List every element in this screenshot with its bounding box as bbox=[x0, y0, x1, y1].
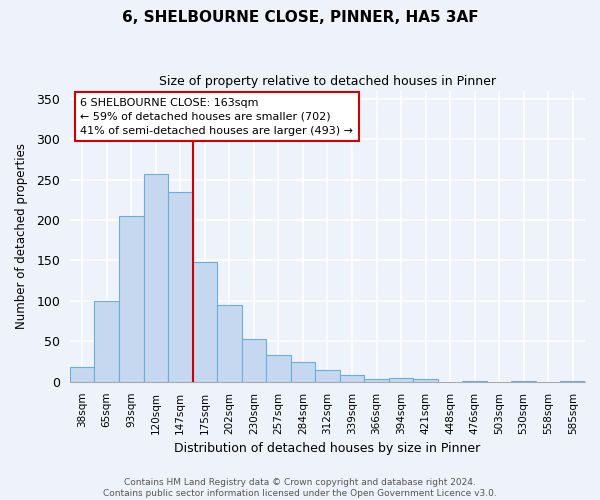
Bar bbox=[364, 378, 389, 382]
Bar bbox=[511, 381, 536, 382]
Bar bbox=[168, 192, 193, 382]
Text: 6 SHELBOURNE CLOSE: 163sqm
← 59% of detached houses are smaller (702)
41% of sem: 6 SHELBOURNE CLOSE: 163sqm ← 59% of deta… bbox=[80, 98, 353, 136]
Bar bbox=[560, 381, 585, 382]
Bar bbox=[315, 370, 340, 382]
Bar bbox=[463, 381, 487, 382]
Bar bbox=[266, 355, 290, 382]
Bar bbox=[94, 301, 119, 382]
Bar bbox=[70, 368, 94, 382]
Bar bbox=[143, 174, 168, 382]
Bar bbox=[413, 378, 438, 382]
X-axis label: Distribution of detached houses by size in Pinner: Distribution of detached houses by size … bbox=[175, 442, 481, 455]
Bar bbox=[340, 376, 364, 382]
Bar bbox=[193, 262, 217, 382]
Bar bbox=[119, 216, 143, 382]
Text: Contains HM Land Registry data © Crown copyright and database right 2024.
Contai: Contains HM Land Registry data © Crown c… bbox=[103, 478, 497, 498]
Bar bbox=[217, 305, 242, 382]
Bar bbox=[389, 378, 413, 382]
Bar bbox=[242, 339, 266, 382]
Bar bbox=[290, 362, 315, 382]
Text: 6, SHELBOURNE CLOSE, PINNER, HA5 3AF: 6, SHELBOURNE CLOSE, PINNER, HA5 3AF bbox=[122, 10, 478, 25]
Title: Size of property relative to detached houses in Pinner: Size of property relative to detached ho… bbox=[159, 75, 496, 88]
Y-axis label: Number of detached properties: Number of detached properties bbox=[15, 143, 28, 329]
